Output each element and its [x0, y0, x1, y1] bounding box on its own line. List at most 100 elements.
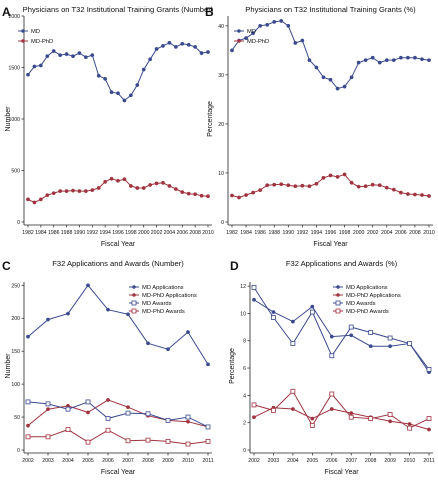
data-point [128, 184, 133, 188]
x-tick-label: 1998 [125, 230, 137, 236]
data-point [71, 54, 75, 59]
y-tick-label: 1000 [8, 117, 20, 123]
legend-marker [237, 39, 241, 43]
data-point [96, 186, 101, 190]
legend-marker [132, 293, 136, 297]
legend-label: MD Applications [346, 285, 388, 291]
series-md-awards [25, 399, 211, 430]
data-point [309, 309, 315, 315]
data-point [64, 189, 69, 194]
x-tick-label: 2008 [409, 230, 421, 236]
data-point [427, 427, 431, 432]
y-tick-label: 200 [11, 316, 20, 322]
data-point [290, 319, 295, 324]
data-point [251, 285, 257, 290]
data-point [384, 58, 389, 63]
x-axis-label: Fiscal Year [101, 241, 136, 248]
data-point [125, 410, 131, 416]
y-axis-label: Percentage [207, 101, 214, 137]
data-point [106, 398, 110, 402]
data-point [83, 55, 88, 60]
data-point [272, 19, 277, 24]
series-md [26, 40, 210, 103]
legend-marker [335, 300, 341, 306]
data-point [356, 184, 361, 189]
panel-b: B Physicians on T32 Institutional Trainin… [205, 5, 435, 248]
data-point [329, 391, 335, 397]
y-tick-label: 150 [11, 349, 20, 355]
data-point [45, 401, 51, 407]
data-point [116, 178, 120, 183]
x-tick-label: 2005 [307, 458, 319, 464]
data-point [86, 283, 90, 288]
x-tick-label: 2007 [122, 458, 134, 464]
data-point [405, 55, 410, 60]
y-tick-label: 2 [243, 421, 246, 427]
x-tick-label: 2010 [202, 230, 214, 236]
data-point [65, 427, 71, 432]
data-point [186, 191, 191, 196]
data-point [407, 422, 412, 426]
data-point [300, 183, 305, 188]
data-point [391, 187, 396, 192]
data-point [193, 192, 198, 197]
x-tick-label: 2008 [365, 458, 377, 464]
data-point [186, 419, 190, 424]
x-axis-label: Fiscal Year [101, 469, 136, 476]
data-point [370, 55, 375, 60]
x-tick-label: 2004 [287, 458, 299, 464]
data-point [349, 180, 354, 185]
data-point [290, 388, 296, 394]
data-point [290, 407, 295, 411]
legend-marker [131, 308, 137, 314]
x-tick-label: 1994 [311, 230, 323, 236]
data-point [420, 57, 424, 62]
data-point [405, 192, 410, 196]
data-point [109, 176, 114, 181]
data-point [85, 439, 91, 445]
data-point [167, 40, 172, 45]
series-md-phd [26, 176, 210, 205]
data-point [90, 188, 95, 192]
x-tick-label: 2003 [42, 458, 54, 464]
data-point [251, 402, 257, 408]
y-tick-label: 2000 [8, 14, 20, 20]
data-point [161, 43, 165, 48]
x-tick-label: 1990 [74, 230, 86, 236]
data-point [271, 315, 276, 320]
data-point [342, 84, 347, 89]
x-tick-label: 2006 [177, 230, 189, 236]
series-line [253, 287, 430, 370]
data-point [103, 179, 108, 184]
legend-label: MD-PhD Awards [142, 309, 185, 315]
data-point [286, 23, 291, 28]
chart-title: F32 Applications and Awards (%) [286, 259, 398, 268]
data-point [309, 423, 315, 428]
data-point [426, 367, 432, 372]
legend-marker [131, 300, 137, 306]
series-md-phd-awards [25, 427, 211, 447]
y-tick-label: 0 [243, 448, 246, 454]
data-point [26, 423, 30, 428]
data-point [237, 195, 241, 200]
x-tick-label: 2011 [202, 458, 213, 464]
data-point [185, 414, 191, 420]
data-point [122, 98, 127, 103]
data-point [377, 60, 382, 65]
x-tick-label: 2003 [268, 458, 280, 464]
x-tick-label: 2005 [82, 458, 94, 464]
x-tick-label: 2010 [182, 458, 194, 464]
data-point [329, 353, 335, 359]
y-tick-label: 250 [11, 283, 20, 289]
data-point [51, 191, 56, 196]
x-tick-label: 2011 [423, 458, 434, 464]
y-tick-label: 4 [243, 393, 246, 399]
x-tick-label: 2004 [62, 458, 74, 464]
series-line [27, 399, 209, 428]
x-tick-label: 1992 [297, 230, 309, 236]
data-point [146, 341, 150, 346]
data-point [58, 189, 63, 194]
series-md-phd-applications [26, 398, 210, 429]
data-point [314, 181, 319, 186]
